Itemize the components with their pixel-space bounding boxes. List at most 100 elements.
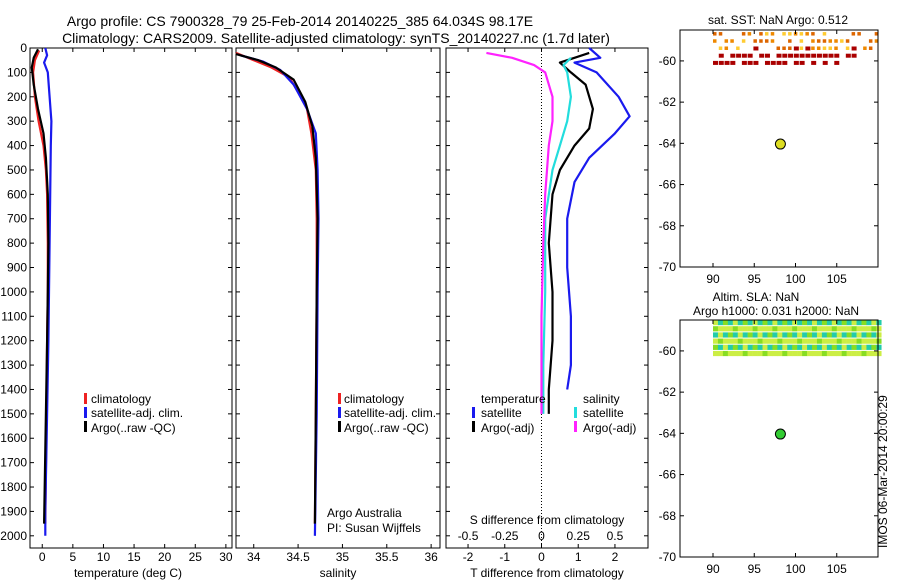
legend-swatch-satellite — [84, 407, 87, 418]
legend-swatch-climatology — [84, 393, 87, 404]
depth-tick-label: 100 — [7, 65, 27, 79]
sst-cell — [764, 32, 769, 36]
sla-cell — [802, 350, 808, 357]
x-tick-label: -2 — [463, 550, 474, 564]
salinity-annotation-line1: Argo Australia — [327, 506, 402, 520]
sla-cell — [861, 320, 867, 326]
legend-label-satellite: satellite-adj. clim. — [91, 406, 183, 420]
sst-cell — [845, 46, 850, 50]
sla-cell — [762, 332, 768, 338]
s-tick-label: 0 — [538, 529, 545, 543]
sla-cell — [826, 344, 833, 350]
sst-cell — [759, 39, 763, 43]
sla-cell — [732, 332, 738, 338]
sla-cell — [777, 326, 783, 332]
sla-cell — [831, 338, 837, 344]
sst-cell — [730, 39, 734, 43]
legend-label-satellite: satellite-adj. clim. — [344, 406, 436, 420]
sst-cell — [845, 39, 850, 43]
depth-tick-label: 500 — [7, 163, 27, 177]
sla-cell — [816, 338, 823, 344]
series-line-climatology — [235, 51, 318, 524]
sla-cell — [757, 350, 763, 357]
sla-cell — [742, 338, 748, 344]
sla-cell — [826, 332, 833, 338]
x-tick-label: 30 — [219, 550, 233, 564]
sst-cell — [753, 46, 759, 51]
t-difference-axis-label: T difference from climatology — [470, 566, 624, 580]
sst-cell — [718, 32, 723, 36]
sla-cell — [802, 344, 808, 350]
sla-cell — [841, 326, 847, 332]
sla-cell — [737, 326, 743, 332]
sla-cell — [876, 350, 882, 357]
sla-cell — [752, 332, 758, 338]
sst-cell — [718, 53, 724, 58]
sla-cell — [737, 332, 743, 338]
sla-cell — [851, 350, 857, 357]
sla-cell — [717, 332, 724, 338]
sst-cell — [863, 46, 867, 50]
sla-cell — [727, 344, 734, 350]
salinity-axes-frame — [235, 47, 441, 549]
x-tick-label: 5 — [70, 550, 77, 564]
sla-cell — [737, 338, 743, 344]
sst-map-panel: sat. SST: NaN Argo: 0.512 -60-62-64-66-6… — [659, 13, 879, 286]
sst-cell — [718, 46, 723, 50]
series-line-s-satellite — [542, 57, 573, 414]
salinity-axis-label: salinity — [320, 566, 357, 580]
sla-cell — [871, 344, 877, 350]
x-tick-label: 25 — [189, 550, 203, 564]
sla-cell — [772, 320, 778, 326]
sst-cell — [851, 32, 856, 36]
sst-cell — [782, 60, 788, 65]
sst-cell — [736, 53, 742, 58]
sla-cell — [816, 344, 823, 350]
sst-cell — [730, 53, 736, 58]
sst-cell — [747, 53, 753, 58]
sla-cell — [757, 320, 763, 326]
sst-cell — [724, 60, 730, 65]
figure-title-line1: Argo profile: CS 7900328_79 25-Feb-2014 … — [67, 13, 533, 29]
sla-cell — [846, 332, 852, 338]
sla-cell — [836, 344, 842, 350]
sla-cell — [841, 332, 847, 338]
depth-tick-label: 1100 — [1, 309, 27, 323]
sla-cell — [717, 326, 724, 332]
sst-cell — [811, 32, 815, 36]
sla-cell — [807, 350, 813, 357]
difference-legend: temperature salinity satellite Argo(-adj… — [472, 392, 636, 435]
sst-cell — [874, 39, 879, 43]
sla-cell — [846, 338, 852, 344]
series-line-satellite-adj-clim- — [42, 47, 53, 536]
depth-tick-label: 1300 — [0, 358, 27, 372]
sla-cell — [752, 320, 758, 326]
sla-cell — [777, 320, 783, 326]
sla-cell — [861, 332, 867, 338]
sla-cell — [747, 344, 753, 350]
sla-cell — [767, 344, 773, 350]
sla-cell — [787, 326, 793, 332]
sla-cell — [732, 326, 738, 332]
sla-cell — [787, 344, 793, 350]
sla-cell — [821, 350, 828, 357]
sst-cell — [851, 53, 857, 58]
sla-cell — [747, 350, 753, 357]
lat-tick-label: -70 — [659, 260, 677, 274]
sla-cell — [762, 338, 768, 344]
difference-panel: -2 -1 0 1 2 -0.5 -0.25 0 0.25 0.5 S difference f… — [445, 47, 649, 580]
sla-cell — [737, 320, 743, 326]
legend-label-climatology: climatology — [91, 392, 151, 406]
sst-cell — [747, 60, 753, 65]
sst-cell — [805, 53, 811, 58]
sst-cell — [834, 60, 840, 65]
series-line-satellite-adj-clim- — [240, 54, 320, 536]
sst-cell — [793, 53, 799, 58]
legend-swatch-argo — [338, 421, 341, 432]
lat-tick-label: -68 — [659, 219, 677, 233]
x-tick-label: 35 — [336, 550, 350, 564]
sla-cell — [777, 332, 783, 338]
sla-cell — [866, 332, 872, 338]
sla-cell — [767, 326, 773, 332]
